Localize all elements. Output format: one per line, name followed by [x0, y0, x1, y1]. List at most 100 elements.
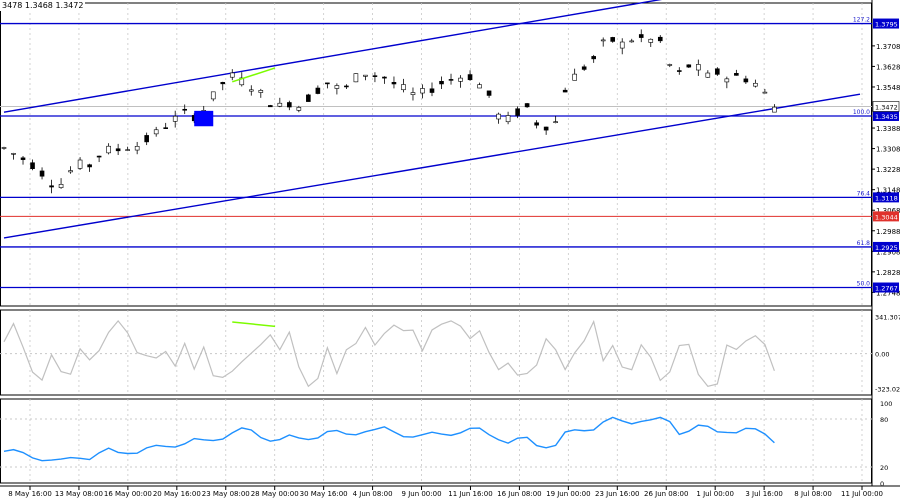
candle-body — [686, 64, 692, 68]
candle-body — [125, 149, 130, 151]
stochastic-axis-label: 100 — [880, 400, 892, 408]
channel-lower-line — [3, 93, 861, 239]
candle-body — [68, 170, 73, 173]
candle-body — [134, 146, 140, 151]
fib-level-percent: 127.2 — [853, 17, 870, 24]
stochastic-axis-label: 0 — [880, 480, 884, 488]
candle-body — [382, 76, 387, 79]
candle-body — [439, 80, 444, 85]
time-tick-label: 19 Jun 00:00 — [546, 490, 590, 498]
candle-body — [372, 75, 378, 77]
candle-body — [657, 36, 663, 42]
price-tick-label: 1.3388 — [876, 125, 900, 133]
candle-body — [676, 70, 682, 72]
cci-axis-label: 341.3075 — [875, 314, 900, 322]
stochastic-line — [3, 416, 775, 462]
candle-body — [505, 115, 511, 123]
candle-body — [210, 91, 216, 100]
time-tick-label: 16 Jun 08:00 — [497, 490, 541, 498]
stochastic-axis-label: 80 — [880, 416, 888, 424]
price-divergence-line — [232, 67, 276, 83]
candle-body — [581, 66, 587, 70]
candle-body — [410, 92, 416, 95]
candle-body — [77, 159, 83, 169]
cci-panel-frame — [0, 309, 872, 396]
candle-body — [334, 85, 340, 89]
fib-level-percent: 76.4 — [857, 190, 871, 197]
time-tick-label: 1 Jul 00:00 — [696, 490, 734, 498]
candle-body — [258, 90, 264, 93]
candle-body — [49, 185, 54, 188]
price-tick-label: 1.3548 — [876, 84, 900, 92]
candle-body — [591, 56, 596, 60]
candle-body — [600, 39, 606, 42]
candle-body — [734, 73, 739, 76]
fib-level-price-box — [873, 18, 899, 29]
candle-body — [315, 87, 321, 94]
channel-upper-line — [3, 0, 663, 113]
price-tick-label: 1.2828 — [876, 269, 900, 277]
candle-body — [696, 64, 701, 71]
candle-body — [543, 126, 549, 131]
candle-body — [515, 108, 520, 116]
candle-body — [705, 72, 711, 78]
time-tick-label: 4 Jun 08:00 — [353, 490, 393, 498]
candle-body — [753, 82, 758, 87]
fib-level-price-label: 1.2767 — [875, 285, 898, 293]
price-tick-label: 1.3628 — [876, 63, 900, 71]
candle-body — [239, 77, 245, 86]
price-tick-label: 1.2988 — [876, 228, 900, 236]
candle-body — [344, 85, 349, 88]
price-tick-label: 1.3308 — [876, 146, 900, 154]
highlight-box — [194, 110, 214, 127]
fib-level-price-box — [873, 241, 899, 252]
candle-body — [87, 164, 92, 168]
candle-body — [296, 107, 302, 111]
time-tick-label: 30 May 16:00 — [300, 490, 348, 498]
candle-body — [1, 147, 7, 149]
candle-body — [220, 82, 226, 85]
candle-body — [772, 106, 777, 113]
time-tick-label: 28 May 00:00 — [251, 490, 299, 498]
candle-body — [486, 90, 492, 96]
fib-level-percent: 100.0 — [853, 109, 870, 116]
candle-body — [144, 135, 149, 143]
price-tick-label: 1.2908 — [876, 248, 900, 256]
candle-body — [248, 89, 254, 92]
candle-body — [619, 41, 625, 49]
candle-body — [667, 64, 673, 66]
candle-body — [477, 84, 482, 89]
candle-body — [229, 72, 235, 78]
candle-body — [743, 78, 749, 83]
candle-body — [724, 78, 730, 83]
last-price-box — [872, 101, 900, 112]
fib-level-price-box — [873, 192, 899, 203]
candle-body — [306, 94, 311, 102]
candle-body — [420, 88, 425, 94]
candle-body — [115, 148, 121, 152]
candle-body — [39, 170, 45, 177]
fib-level-percent: 61.8 — [857, 240, 871, 247]
time-tick-label: 3 Jul 16:00 — [745, 490, 783, 498]
fib-level-price-label: 1.3118 — [875, 194, 898, 202]
price-tick-label: 1.3228 — [876, 166, 900, 174]
candle-body — [401, 84, 406, 91]
time-tick-label: 23 May 08:00 — [202, 490, 250, 498]
fib-level-price-box — [873, 282, 899, 293]
fib-level-price-label: 1.3795 — [875, 21, 898, 29]
candle-body — [562, 89, 568, 93]
ohlc-readout: 3478 1.3468 1.3472 — [0, 0, 86, 11]
cci-line — [3, 319, 775, 388]
time-tick-label: 9 Jun 00:00 — [402, 490, 442, 498]
candle-body — [287, 102, 292, 108]
candle-body — [20, 157, 26, 160]
candle-body — [182, 108, 188, 111]
candle-body — [325, 82, 330, 85]
price-tick-label: 1.3708 — [876, 43, 900, 51]
candle-body — [496, 113, 501, 120]
cci-axis-label: -323.021 — [875, 385, 900, 393]
candle-body — [391, 82, 397, 85]
candle-body — [610, 37, 616, 42]
candle-body — [268, 105, 273, 108]
